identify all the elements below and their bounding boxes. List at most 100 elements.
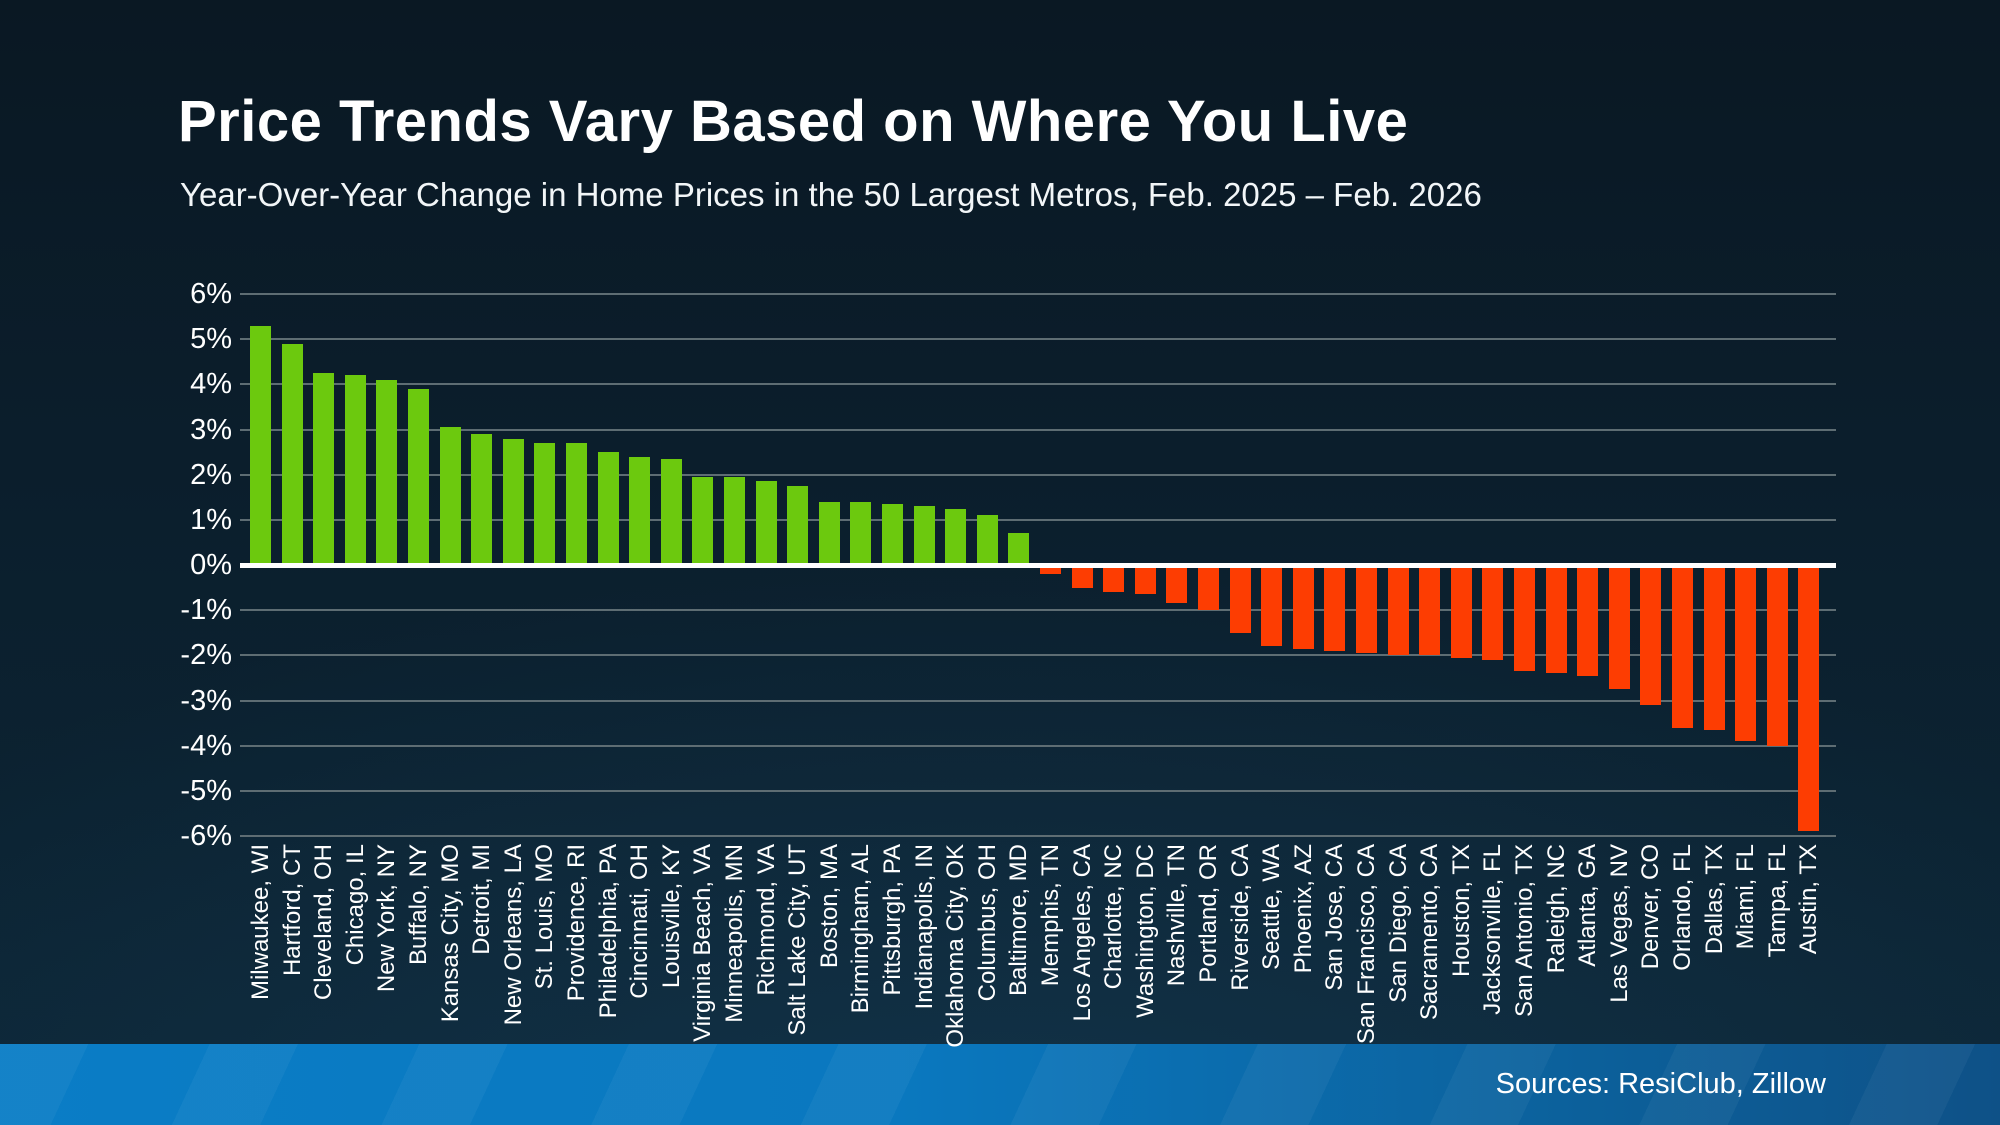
x-axis-label: San Jose, CA <box>1321 844 1349 991</box>
x-axis-label: Memphis, TN <box>1037 844 1064 987</box>
bar-memphis-tn <box>1040 565 1061 575</box>
bar-kansas-city-mo <box>439 427 461 565</box>
x-axis-label: Boston, MA <box>815 844 843 969</box>
y-axis-tick-label: -4% <box>180 729 232 762</box>
x-axis-label: Washington, DC <box>1131 844 1159 1018</box>
bar-san-francisco-ca <box>1356 565 1377 654</box>
bar-providence-ri <box>566 443 587 565</box>
x-axis-label: San Antonio, TX <box>1511 844 1538 1018</box>
bar-dallas-tx <box>1703 565 1725 730</box>
gridline-1% <box>240 518 1836 521</box>
bar-birmingham-al <box>850 501 872 565</box>
x-axis-label: Dallas, TX <box>1700 844 1728 955</box>
x-axis-label: Seattle, WA <box>1258 844 1286 970</box>
gridline--2% <box>240 654 1836 657</box>
x-axis-label: Detroit, MI <box>468 844 496 955</box>
y-axis-tick-label: 6% <box>190 278 232 310</box>
bar-buffalo-ny <box>408 388 429 565</box>
x-axis-label: San Francisco, CA <box>1353 844 1380 1045</box>
bar-san-antonio-tx <box>1514 565 1535 672</box>
x-axis-label: Portland, OR <box>1195 844 1222 983</box>
zero-baseline <box>240 562 1836 568</box>
y-axis-tick-label: -3% <box>180 684 232 717</box>
bar-new-york-ny <box>376 379 398 565</box>
source-credit: Sources: ResiClub, Zillow <box>1495 1068 1826 1100</box>
bar-miami-fl <box>1735 565 1757 742</box>
gridline--4% <box>240 744 1836 747</box>
x-axis-label: Indianapolis, IN <box>910 844 938 1010</box>
bar-oklahoma-city-ok <box>945 508 967 565</box>
bar-louisville-ky <box>660 458 682 565</box>
gridline--6% <box>240 835 1836 837</box>
bar-orlando-fl <box>1672 565 1693 728</box>
x-axis-label: Los Angeles, CA <box>1068 844 1096 1022</box>
x-axis-label: New Orleans, LA <box>499 844 527 1026</box>
gridline-5% <box>240 338 1836 341</box>
y-axis-tick-label: 4% <box>190 368 232 401</box>
x-axis-label: Phoenix, AZ <box>1289 844 1317 974</box>
x-axis-label: Minneapolis, MN <box>721 844 748 1023</box>
page-subtitle: Year-Over-Year Change in Home Prices in … <box>180 176 1482 213</box>
bar-sacramento-ca <box>1419 565 1441 656</box>
x-axis-label: Orlando, FL <box>1669 844 1696 971</box>
bar-minneapolis-mn <box>724 476 745 565</box>
x-axis-label: New York, NY <box>373 844 401 993</box>
gridline--5% <box>240 789 1836 792</box>
x-axis-label: Oklahoma City, OK <box>942 844 970 1048</box>
footer-bar: Sources: ResiClub, Zillow <box>0 1044 2000 1125</box>
bar-salt-lake-city-ut <box>787 485 809 565</box>
gridline-4% <box>240 383 1836 386</box>
y-axis-tick-label: -2% <box>180 639 232 672</box>
bar-las-vegas-nv <box>1608 565 1630 690</box>
bar-tampa-fl <box>1766 565 1788 746</box>
page-title: Price Trends Vary Based on Where You Liv… <box>178 89 1409 154</box>
bar-detroit-mi <box>471 434 493 565</box>
x-axis-label: Nashville, TN <box>1163 844 1191 987</box>
bar-columbus-oh <box>976 515 998 565</box>
bar-atlanta-ga <box>1577 565 1599 676</box>
y-axis-tick-label: 2% <box>190 458 232 491</box>
y-axis-tick-label: 3% <box>190 413 232 446</box>
bar-boston-ma <box>818 501 840 565</box>
x-axis-label: Philadelphia, PA <box>594 844 622 1019</box>
x-axis-label: Pittsburgh, PA <box>879 844 906 996</box>
bar-san-diego-ca <box>1387 565 1409 656</box>
x-axis-label: Richmond, VA <box>752 844 780 996</box>
x-axis-label: Jacksonville, FL <box>1479 844 1507 1015</box>
x-axis-label: Riverside, CA <box>1226 844 1254 991</box>
x-axis-label: St. Louis, MO <box>531 844 559 990</box>
x-axis-label: Salt Lake City, UT <box>784 844 812 1036</box>
bar-houston-tx <box>1450 565 1472 658</box>
x-axis-label: Chicago, IL <box>341 844 369 966</box>
x-axis-label: Las Vegas, NV <box>1605 844 1633 1003</box>
bar-new-orleans-la <box>502 438 524 565</box>
gridline-3% <box>240 428 1836 431</box>
x-axis-label: Buffalo, NY <box>405 844 432 965</box>
bar-cleveland-oh <box>313 373 335 565</box>
x-axis-label: Baltimore, MD <box>1005 844 1033 997</box>
bar-milwaukee-wi <box>250 325 271 565</box>
x-axis-label: Charlotte, NC <box>1100 844 1128 990</box>
gridline-2% <box>240 473 1836 476</box>
y-axis-tick-label: -1% <box>180 594 232 627</box>
bar-baltimore-md <box>1008 533 1030 565</box>
bar-riverside-ca <box>1229 565 1251 633</box>
y-axis-tick-label: -6% <box>180 820 232 852</box>
x-axis-label: Tampa, FL <box>1763 844 1791 958</box>
x-axis-label: Denver, CO <box>1637 844 1665 970</box>
bar-indianapolis-in <box>913 506 935 565</box>
x-axis-label: Louisville, KY <box>657 844 685 989</box>
bar-san-jose-ca <box>1324 565 1346 651</box>
bar-nashville-tn <box>1166 565 1188 604</box>
gridline--1% <box>240 609 1836 612</box>
x-axis-label: Austin, TX <box>1795 844 1823 955</box>
bar-richmond-va <box>755 481 777 565</box>
bar-raleigh-nc <box>1545 565 1567 674</box>
bar-hartford-ct <box>281 343 303 565</box>
gridline-6% <box>240 293 1836 295</box>
bar-portland-or <box>1198 565 1219 611</box>
bar-virginia-beach-va <box>692 476 714 565</box>
x-axis-label: San Diego, CA <box>1384 844 1412 1003</box>
